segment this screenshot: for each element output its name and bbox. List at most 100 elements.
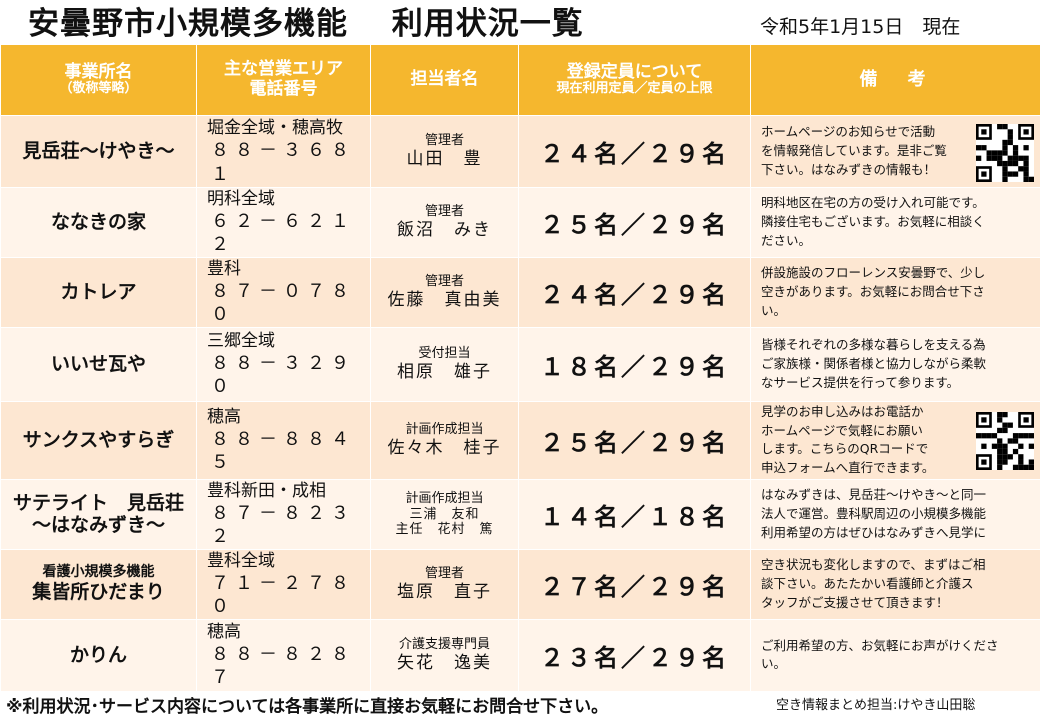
area-text: 穂高 xyxy=(207,406,241,427)
qr-code-icon[interactable] xyxy=(976,124,1034,182)
staff-role: 計画作成担当 xyxy=(405,421,484,437)
phone-number: ６２－６２１２ xyxy=(211,211,355,256)
phone-number: ８７－０７８０ xyxy=(211,281,355,326)
remarks: ご利用希望の方、お気軽にお声がけくださ い。 xyxy=(750,618,1040,692)
facility-name: サテライト 見岳荘 ～はなみずき～ xyxy=(0,478,197,550)
phone-number: ８８－３６８１ xyxy=(211,140,355,185)
contact-person: 受付担当 相原 雄子 xyxy=(370,326,519,402)
capacity-value: ２３名／２９名 xyxy=(518,618,751,692)
capacity-value: ２７名／２９名 xyxy=(518,548,751,620)
facility-name-line: かりん xyxy=(69,643,127,666)
staff-name: 飯沼 みき xyxy=(397,219,492,240)
facility-name: かりん xyxy=(0,618,197,692)
service-area: 三郷全域 ８８－３２９０ xyxy=(196,326,371,402)
facility-name-line: ～はなみずき～ xyxy=(31,514,165,537)
table-row: ななきの家 明科全域 ６２－６２１２ 管理者 飯沼 みき ２５名／２９名 明科地区在宅の方の… xyxy=(0,187,1040,258)
status-table: 事業所名 （敬称等略） 主な営業エリア 電話番号 担当者名 登録定員について 現… xyxy=(0,44,1040,692)
staff-name: 山田 豊 xyxy=(406,149,483,169)
area-text: 三郷全域 xyxy=(207,330,275,351)
facility-name: 看護小規模多機能 集皆所ひだまり xyxy=(0,548,197,620)
staff-role: 管理者 xyxy=(424,273,464,289)
contact-person: 介護支援専門員 矢花 逸美 xyxy=(370,618,519,692)
table-row: かりん 穂高 ８８－８２８７ 介護支援専門員 矢花 逸美 ２３名／２９名 ご利用希望の方、お… xyxy=(0,618,1040,692)
remarks: 見学のお申し込みはお電話か ホームページで気軽にお願い します。こちらのQRコードで… xyxy=(750,400,1040,480)
contact-person: 管理者 佐藤 真由美 xyxy=(370,256,519,328)
table-row: サテライト 見岳荘 ～はなみずき～ 豊科新田・成相 ８７－８２３２ 計画作成担当 三浦 友… xyxy=(0,478,1040,550)
phone-number: ８８－８８４５ xyxy=(211,429,355,474)
facility-name-line: 集皆所ひだまり xyxy=(32,581,165,604)
facility-name: いいせ瓦や xyxy=(0,326,197,402)
staff-role: 管理者 xyxy=(424,203,464,219)
remarks-line: 申込フォームへ直行できます。 xyxy=(761,460,935,476)
capacity-value: ２４名／２９名 xyxy=(518,115,751,188)
facility-name-line: サテライト 見岳荘 xyxy=(12,491,184,514)
area-text: 穂高 xyxy=(207,621,241,642)
remarks: ホームページのお知らせで活動 を情報発信しています。是非ご覧 下さい。はなみずきの情… xyxy=(750,115,1040,188)
remarks-line: ホームページのお知らせで活動 xyxy=(761,124,936,140)
capacity-value: ２４名／２９名 xyxy=(518,256,751,328)
area-text: 豊科新田・成相 xyxy=(207,480,326,501)
facility-name-line: 見岳荘～けやき～ xyxy=(22,140,175,163)
table-row: いいせ瓦や 三郷全域 ８８－３２９０ 受付担当 相原 雄子 １８名／２９名 皆様それぞれの多… xyxy=(0,326,1040,402)
contact-person: 管理者 塩原 直子 xyxy=(370,548,519,620)
remarks-line: なサービス提供を行って参ります。 xyxy=(761,374,960,390)
table-header-row: 事業所名 （敬称等略） 主な営業エリア 電話番号 担当者名 登録定員について 現… xyxy=(0,44,1040,116)
table-row: サンクスやすらぎ 穂高 ８８－８８４５ 計画作成担当 佐々木 桂子 ２５名／２９名 見学のお… xyxy=(0,400,1040,480)
phone-number: ８８－８２８７ xyxy=(211,643,355,689)
header-area: 主な営業エリア 電話番号 xyxy=(196,44,371,116)
service-area: 明科全域 ６２－６２１２ xyxy=(196,187,371,258)
remarks-line: ださい。 xyxy=(761,232,812,248)
qr-code-icon[interactable] xyxy=(976,411,1034,470)
staff-role: 管理者 xyxy=(424,132,464,148)
staff-role: 受付担当 xyxy=(418,345,471,361)
service-area: 穂高 ８８－８２８７ xyxy=(196,618,371,692)
staff-role: 計画作成担当 xyxy=(405,490,484,506)
date-stamp: 令和5年1月15日 現在 xyxy=(760,16,961,38)
remarks-line: 隣接住宅もございます。お気軽に相談く xyxy=(761,214,985,230)
remarks-line: 談下さい。あたたかい看護師と介護ス xyxy=(761,575,974,591)
staff-name: 塩原 直子 xyxy=(397,581,492,602)
page-title: 安曇野市小規模多機能 利用状況一覧 xyxy=(28,6,584,42)
remarks-line: 空き状況も変化しますので、まずはご相 xyxy=(761,557,986,573)
table-row: カトレア 豊科 ８７－０７８０ 管理者 佐藤 真由美 ２４名／２９名 併設施設のフローレンス… xyxy=(0,256,1040,328)
remarks: 皆様それぞれの多様な暮らしを支える為 ご家族様・関係者様と協力しながら柔軟 なサービ… xyxy=(750,326,1040,402)
remarks-line: 空きがあります。お気軽にお問合せ下さ xyxy=(761,284,985,299)
phone-number: ８８－３２９０ xyxy=(211,353,355,398)
capacity-value: ２５名／２９名 xyxy=(518,400,751,480)
facility-type: 看護小規模多機能 xyxy=(42,564,155,581)
staff-name: 主任 花村 篤 xyxy=(395,522,494,538)
footer-note: ※利用状況･サービス内容については各事業所に直接お気軽にお問合せ下さい。 xyxy=(6,697,609,717)
remarks-line: 皆様それぞれの多様な暮らしを支える為 xyxy=(761,337,986,353)
facility-name: 見岳荘～けやき～ xyxy=(0,115,197,188)
remarks: はなみずきは、見岳荘～けやき～と同一 法人で運営。豊科駅周辺の小規模多機能 利用希望… xyxy=(750,478,1040,550)
remarks-line: 下さい。はなみずきの情報も！ xyxy=(761,161,937,177)
facility-name-line: ななきの家 xyxy=(50,211,146,234)
capacity-value: １８名／２９名 xyxy=(518,326,751,402)
footer-contact: 空き情報まとめ担当:けやき山田聡 xyxy=(776,698,976,713)
facility-name-line: サンクスやすらぎ xyxy=(22,428,175,451)
service-area: 穂高 ８８－８８４５ xyxy=(196,400,371,480)
remarks-line: い。 xyxy=(761,302,787,318)
facility-name: ななきの家 xyxy=(0,187,197,258)
service-area: 豊科全域 ７１－２７８０ xyxy=(196,548,371,620)
remarks: 明科地区在宅の方の受け入れ可能です。 隣接住宅もございます。お気軽に相談く ださい。 xyxy=(750,187,1040,258)
contact-person: 計画作成担当 佐々木 桂子 xyxy=(370,400,519,480)
contact-person: 計画作成担当 三浦 友和 主任 花村 篤 xyxy=(370,478,519,550)
phone-number: ８７－８２３２ xyxy=(211,502,355,548)
header-notes: 備 考 xyxy=(750,44,1040,116)
service-area: 堀金全域・穂高牧 ８８－３６８１ xyxy=(196,115,371,188)
remarks-line: します。こちらのQRコードで xyxy=(761,441,929,457)
contact-person: 管理者 山田 豊 xyxy=(370,115,519,188)
remarks-line: 見学のお申し込みはお電話か xyxy=(761,403,924,419)
facility-name-line: いいせ瓦や xyxy=(50,352,146,375)
area-text: 堀金全域・穂高牧 xyxy=(207,118,343,139)
remarks: 併設施設のフローレンス安曇野で、少し 空きがあります。お気軽にお問合せ下さ い。 xyxy=(750,256,1040,328)
header-staff: 担当者名 xyxy=(370,44,519,116)
remarks-line: い。 xyxy=(761,656,787,672)
staff-name: 佐々木 桂子 xyxy=(387,437,502,458)
staff-name: 佐藤 真由美 xyxy=(387,289,502,310)
service-area: 豊科新田・成相 ８７－８２３２ xyxy=(196,478,371,550)
remarks-line: ご家族様・関係者様と協力しながら柔軟 xyxy=(761,356,987,371)
header-capacity: 登録定員について 現在利用定員／定員の上限 xyxy=(518,44,751,116)
remarks-line: はなみずきは、見岳荘～けやき～と同一 xyxy=(761,487,987,503)
